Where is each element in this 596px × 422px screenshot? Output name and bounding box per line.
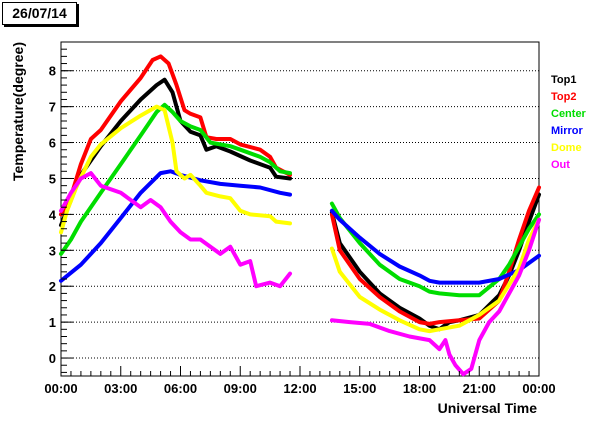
legend-entry-top2: Top2 [551, 91, 576, 103]
x-tick-label: 00:00 [522, 381, 555, 396]
x-tick-label: 09:00 [224, 381, 257, 396]
y-tick-label: 0 [49, 351, 56, 366]
y-tick-label: 3 [49, 243, 56, 258]
series-line-mirror [59, 169, 292, 283]
x-tick-label: 00:00 [44, 381, 77, 396]
x-tick-label: 21:00 [463, 381, 496, 396]
tick-labels: 0 1 2 3 4 5 6 7 8 00:00 03:00 06:00 09:00 12:00 15:00 1… [44, 64, 555, 396]
y-tick-label: 2 [49, 279, 56, 294]
x-tick-label: 18:00 [403, 381, 436, 396]
y-axis-title: Temperature(degree) [10, 42, 26, 181]
x-tick-label: 15:00 [343, 381, 376, 396]
series-line-dome [329, 217, 541, 334]
x-axis-title: Universal Time [438, 400, 538, 416]
legend: Top1 Top2 Center Mirror Dome Out [551, 74, 587, 171]
axis-ticks [60, 41, 540, 376]
y-tick-label: 6 [49, 136, 56, 151]
series-line-out [59, 171, 292, 289]
x-tick-label: 06:00 [164, 381, 197, 396]
plot-frame [60, 41, 540, 377]
date-label: 26/07/14 [2, 2, 77, 25]
series-line-mirror [329, 208, 541, 285]
series-line-dome [59, 104, 292, 235]
y-tick-label: 7 [49, 100, 56, 115]
legend-entry-mirror: Mirror [551, 125, 584, 137]
legend-entry-top1: Top1 [551, 74, 576, 86]
legend-entry-center: Center [551, 108, 587, 120]
y-tick-label: 8 [49, 64, 56, 79]
series-line-top2 [59, 54, 292, 217]
x-tick-label: 12:00 [283, 381, 316, 396]
x-tick-label: 03:00 [104, 381, 137, 396]
y-tick-label: 4 [49, 207, 57, 222]
y-tick-label: 1 [49, 315, 56, 330]
legend-entry-out: Out [551, 159, 570, 171]
y-tick-label: 5 [49, 171, 56, 186]
series-line-out [329, 217, 541, 377]
series-line-center [329, 201, 541, 298]
series-line-top1 [329, 192, 541, 332]
series-lines [59, 54, 541, 377]
legend-entry-dome: Dome [551, 142, 582, 154]
